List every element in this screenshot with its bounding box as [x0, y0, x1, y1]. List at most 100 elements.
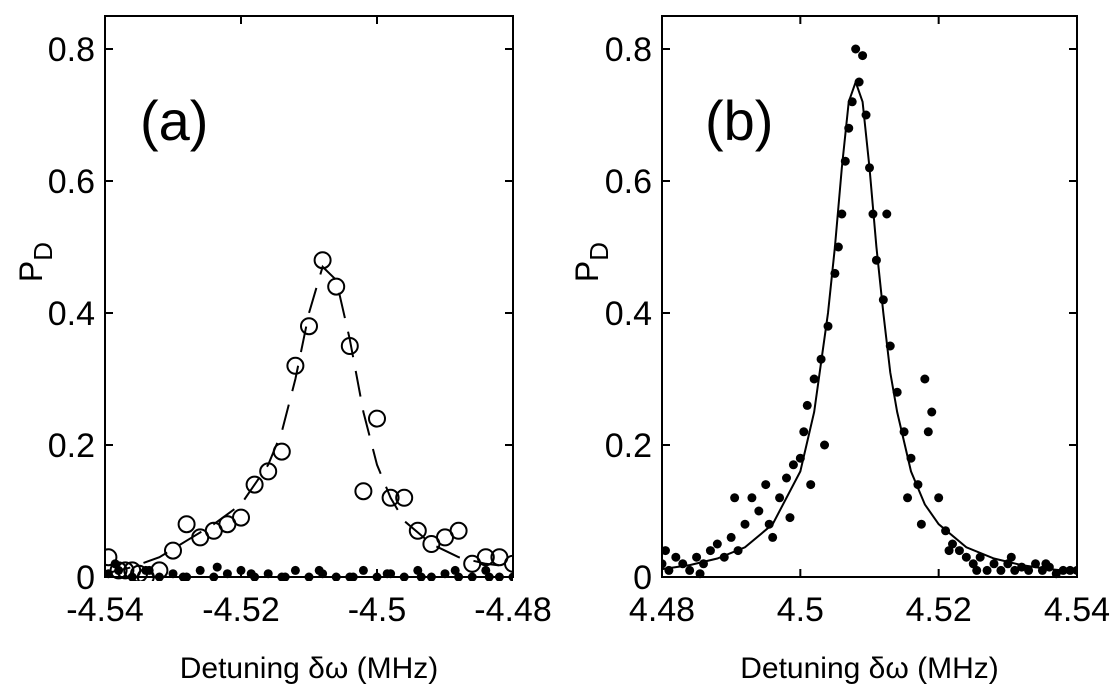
data-point-open: [164, 541, 182, 560]
data-point-filled: [903, 493, 913, 503]
data-point-filled: [882, 209, 892, 219]
data-point-filled: [833, 242, 843, 252]
y-axis-label: PD: [13, 242, 58, 282]
data-point-filled: [144, 565, 154, 575]
data-point-filled: [1051, 569, 1061, 579]
data-point-filled: [785, 513, 795, 523]
data-point-filled: [961, 552, 971, 562]
plot-area: [105, 251, 513, 581]
x-tick-label: 4.52: [906, 591, 972, 629]
data-point-filled: [178, 572, 188, 581]
plot-frame: [661, 15, 1078, 578]
data-point-filled: [712, 539, 722, 549]
data-point-filled: [110, 559, 120, 569]
data-point-filled: [304, 572, 314, 581]
data-point-filled: [944, 546, 954, 556]
data-point-filled: [954, 546, 964, 556]
x-tick-label: -4.54: [66, 591, 144, 629]
data-point-filled: [916, 519, 926, 529]
y-tick-label: 0.4: [605, 295, 652, 333]
y-axis-label-sub: D: [28, 242, 58, 261]
data-point-open: [381, 488, 400, 507]
data-point-filled: [968, 559, 978, 569]
data-point-filled: [494, 572, 504, 581]
x-axis-label: Detuning δω (MHz): [180, 652, 439, 685]
data-point-filled: [754, 506, 764, 516]
data-point-filled: [372, 572, 382, 581]
data-point-open: [327, 277, 346, 296]
data-point-filled: [927, 407, 937, 417]
x-tick-label: -4.52: [202, 591, 280, 629]
data-point-filled: [671, 552, 681, 562]
data-point-filled: [508, 572, 513, 581]
data-point-filled: [154, 572, 164, 581]
data-point-open: [286, 356, 305, 375]
data-point-filled: [685, 565, 695, 575]
data-point-filled: [1006, 552, 1016, 562]
data-point-filled: [440, 569, 450, 579]
data-point-filled: [934, 493, 944, 503]
data-point-filled: [1072, 565, 1077, 575]
data-point-filled: [399, 572, 409, 581]
data-point-filled: [662, 559, 667, 569]
data-point-filled: [948, 539, 957, 549]
data-point-filled: [858, 51, 868, 61]
data-point-open: [368, 409, 386, 428]
data-point-open: [476, 548, 495, 567]
data-point-filled: [280, 572, 290, 581]
data-point-open: [408, 521, 427, 540]
x-tick-label: 4.48: [629, 591, 695, 629]
fit-curve-solid: [662, 78, 1077, 573]
data-point-open: [177, 515, 196, 534]
data-point-filled: [982, 565, 992, 575]
data-point-filled: [314, 565, 324, 575]
data-point-filled: [923, 427, 933, 437]
x-axis-label: Detuning δω (MHz): [740, 652, 999, 685]
y-tick-label: 0.6: [48, 163, 95, 201]
y-tick-label: 0.6: [605, 163, 652, 201]
data-point-filled: [331, 572, 341, 581]
panel-label: (a): [140, 89, 208, 152]
data-point-filled: [662, 546, 670, 556]
y-tick-label: 0: [76, 559, 95, 597]
y-tick-label: 0: [633, 559, 652, 597]
data-point-open: [395, 488, 414, 507]
data-point-filled: [809, 374, 819, 384]
y-axis-label: PD: [569, 242, 614, 282]
data-point-filled: [246, 569, 256, 579]
data-point-filled: [996, 565, 1006, 575]
data-point-filled: [802, 400, 812, 410]
data-point-filled: [467, 572, 477, 581]
data-point-filled: [695, 569, 705, 579]
data-point-filled: [820, 440, 830, 450]
data-point-open: [232, 508, 250, 527]
data-point-filled: [263, 569, 273, 579]
y-tick-label: 0.4: [48, 295, 95, 333]
y-axis-label-main: P: [569, 261, 605, 282]
data-point-filled: [1024, 565, 1034, 575]
data-point-filled: [426, 572, 436, 581]
y-axis-label-sub: D: [584, 242, 614, 261]
data-point-filled: [450, 565, 460, 575]
data-point-filled: [878, 295, 888, 305]
data-point-filled: [730, 493, 740, 503]
data-point-filled: [348, 572, 358, 581]
x-tick-label: 4.5: [777, 591, 824, 629]
panel-a: -4.54 -4.52 -4.5 -4.48 0 0.2 0.4 0.6 0.8 Detuning…: [13, 15, 552, 685]
data-point-filled: [806, 480, 816, 490]
data-point-filled: [416, 572, 426, 581]
data-point-filled: [127, 572, 137, 581]
data-point-open: [245, 475, 264, 494]
y-tick-label: 0.8: [605, 31, 652, 69]
data-point-filled: [382, 569, 392, 579]
data-point-filled: [782, 473, 791, 483]
data-point-filled: [168, 569, 178, 579]
y-tick-label: 0.2: [605, 427, 652, 465]
data-point-filled: [799, 427, 809, 437]
plot-area: [662, 44, 1077, 579]
data-point-filled: [209, 572, 219, 581]
fit-curve-dashed: [105, 264, 513, 575]
data-point-filled: [989, 559, 999, 569]
data-point-filled: [212, 562, 222, 572]
data-point-filled: [692, 552, 702, 562]
